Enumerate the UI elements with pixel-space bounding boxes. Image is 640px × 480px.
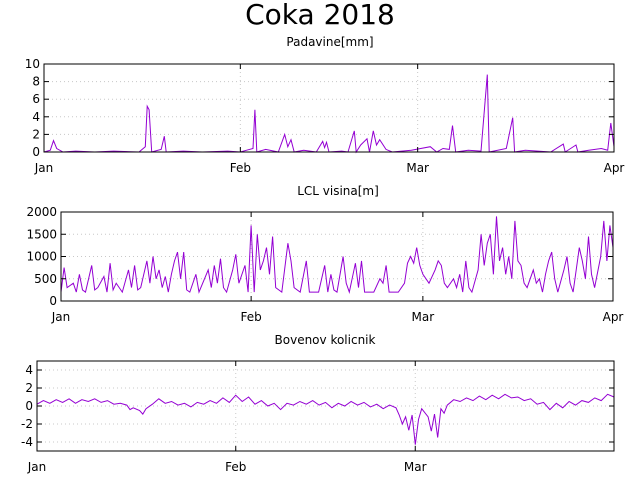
x-tick-label: Feb bbox=[241, 310, 262, 324]
grid-lcl bbox=[61, 212, 613, 301]
x-tick-label: Jan bbox=[27, 460, 47, 474]
y-tick-label: 10 bbox=[25, 57, 40, 71]
y-tick-label: 0 bbox=[32, 145, 40, 159]
grid-boven bbox=[37, 361, 614, 451]
x-tick-label: Mar bbox=[404, 460, 427, 474]
y-tick-label: -2 bbox=[21, 417, 33, 431]
x-tick-label: Feb bbox=[230, 161, 251, 175]
y-tick-label: 1000 bbox=[26, 250, 57, 264]
panel-title-padavine: Padavine[mm] bbox=[286, 35, 373, 49]
x-tick-label: Mar bbox=[406, 161, 429, 175]
y-tick-label: 2 bbox=[25, 381, 33, 395]
panel-title-boven: Bovenov kolicnik bbox=[275, 333, 376, 347]
series-line-padavine bbox=[43, 74, 615, 154]
y-tick-label: 2000 bbox=[26, 205, 57, 219]
panel-padavine: Padavine[mm] 0 2 4 6 8 10 Jan Feb Mar Apr bbox=[25, 35, 625, 175]
panel-title-lcl: LCL visina[m] bbox=[297, 184, 379, 198]
x-tick-label: Feb bbox=[225, 460, 246, 474]
ticks-padavine: 0 2 4 6 8 10 Jan Feb Mar Apr bbox=[25, 57, 625, 175]
y-tick-label: 0 bbox=[25, 399, 33, 413]
y-tick-label: 1500 bbox=[26, 227, 57, 241]
y-tick-label: 4 bbox=[32, 110, 40, 124]
y-tick-label: 8 bbox=[32, 75, 40, 89]
y-tick-label: 4 bbox=[25, 363, 33, 377]
x-tick-label: Apr bbox=[604, 161, 625, 175]
figure-title: Coka 2018 bbox=[245, 0, 395, 31]
panel-lcl: LCL visina[m] 0 500 1000 1500 2000 Jan Feb Mar A… bbox=[26, 184, 623, 324]
y-tick-label: 500 bbox=[34, 272, 57, 286]
ticks-boven: -4 -2 0 2 4 Jan Feb Mar bbox=[21, 361, 614, 474]
y-tick-label: 2 bbox=[32, 127, 40, 141]
panel-boven: Bovenov kolicnik -4 -2 0 2 4 Jan Feb Mar bbox=[21, 333, 615, 474]
plot-frame-padavine bbox=[43, 63, 615, 153]
ticks-lcl: 0 500 1000 1500 2000 Jan Feb Mar Apr bbox=[26, 205, 623, 324]
x-tick-label: Jan bbox=[51, 310, 71, 324]
y-tick-label: 6 bbox=[32, 92, 40, 106]
y-tick-label: 0 bbox=[49, 294, 57, 308]
x-tick-label: Jan bbox=[34, 161, 54, 175]
grid-padavine bbox=[44, 64, 614, 152]
x-tick-label: Mar bbox=[412, 310, 435, 324]
series-line-boven bbox=[36, 393, 615, 445]
y-tick-label: -4 bbox=[21, 435, 33, 449]
x-tick-label: Apr bbox=[603, 310, 624, 324]
series-line-lcl bbox=[60, 216, 614, 294]
